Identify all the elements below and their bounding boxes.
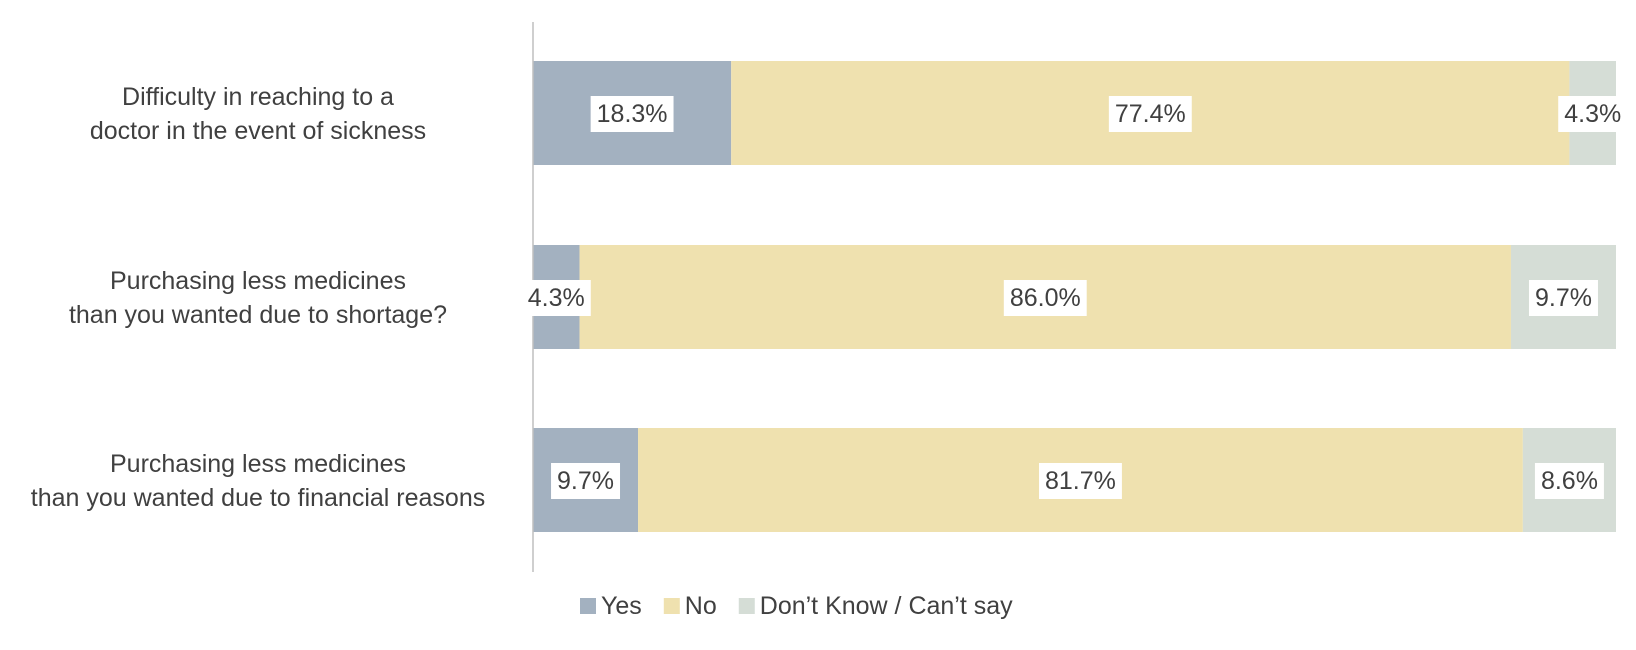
data-label-text: 8.6% [1541,467,1598,495]
category-label-3: Purchasing less medicines than you wanted… [31,450,485,512]
data-label-no-3: 81.7% [1039,463,1122,499]
data-label-don-t-know-can-t-say-3: 8.6% [1534,463,1604,499]
category-label-2: Purchasing less medicines than you wanted… [69,267,447,329]
legend-swatch [663,598,680,614]
data-label-background [1528,280,1598,316]
legend-label: No [685,592,717,620]
legend: Yes No Don’t Know / Can’t say [580,592,1013,620]
data-label-text: 81.7% [1045,467,1116,495]
data-label-background [521,280,591,316]
data-label-text: 9.7% [557,467,614,495]
data-label-don-t-know-can-t-say-1: 4.3% [1558,96,1628,132]
data-label-text: 86.0% [1010,284,1081,312]
data-label-background [1039,463,1122,499]
legend-item-yes: Yes [580,592,642,620]
legend-item-don-t-know-can-t-say: Don’t Know / Can’t say [738,592,1013,620]
data-label-don-t-know-can-t-say-2: 9.7% [1528,280,1598,316]
data-label-text: 4.3% [1564,100,1621,128]
data-label-background [1003,280,1087,316]
data-label-text: 18.3% [597,100,668,128]
data-label-background [1558,96,1628,132]
legend-label: Yes [601,592,642,620]
legend-item-no: No [663,592,717,620]
data-label-yes-1: 18.3% [590,96,674,132]
data-labels: 18.3% 77.4% 4.3% 4.3% 86.0% 9.7% 9.7% 81.7% 8.6% [521,96,1628,499]
category-label-1: Difficulty in reaching to a doctor in the… [90,83,426,145]
data-label-no-1: 77.4% [1108,96,1192,132]
data-label-background [1534,463,1604,499]
legend-swatch [738,598,755,614]
data-label-yes-2: 4.3% [521,280,591,316]
data-label-no-2: 86.0% [1003,280,1087,316]
data-label-background [590,96,674,132]
data-label-background [1108,96,1192,132]
legend-label: Don’t Know / Can’t say [760,592,1013,620]
legend-swatch [580,598,596,614]
data-label-text: 4.3% [528,284,585,312]
category-labels: Difficulty in reaching to a doctor in the… [31,83,485,512]
data-label-text: 9.7% [1535,284,1592,312]
data-label-yes-3: 9.7% [551,463,621,499]
data-label-background [551,463,621,499]
data-label-text: 77.4% [1115,100,1186,128]
